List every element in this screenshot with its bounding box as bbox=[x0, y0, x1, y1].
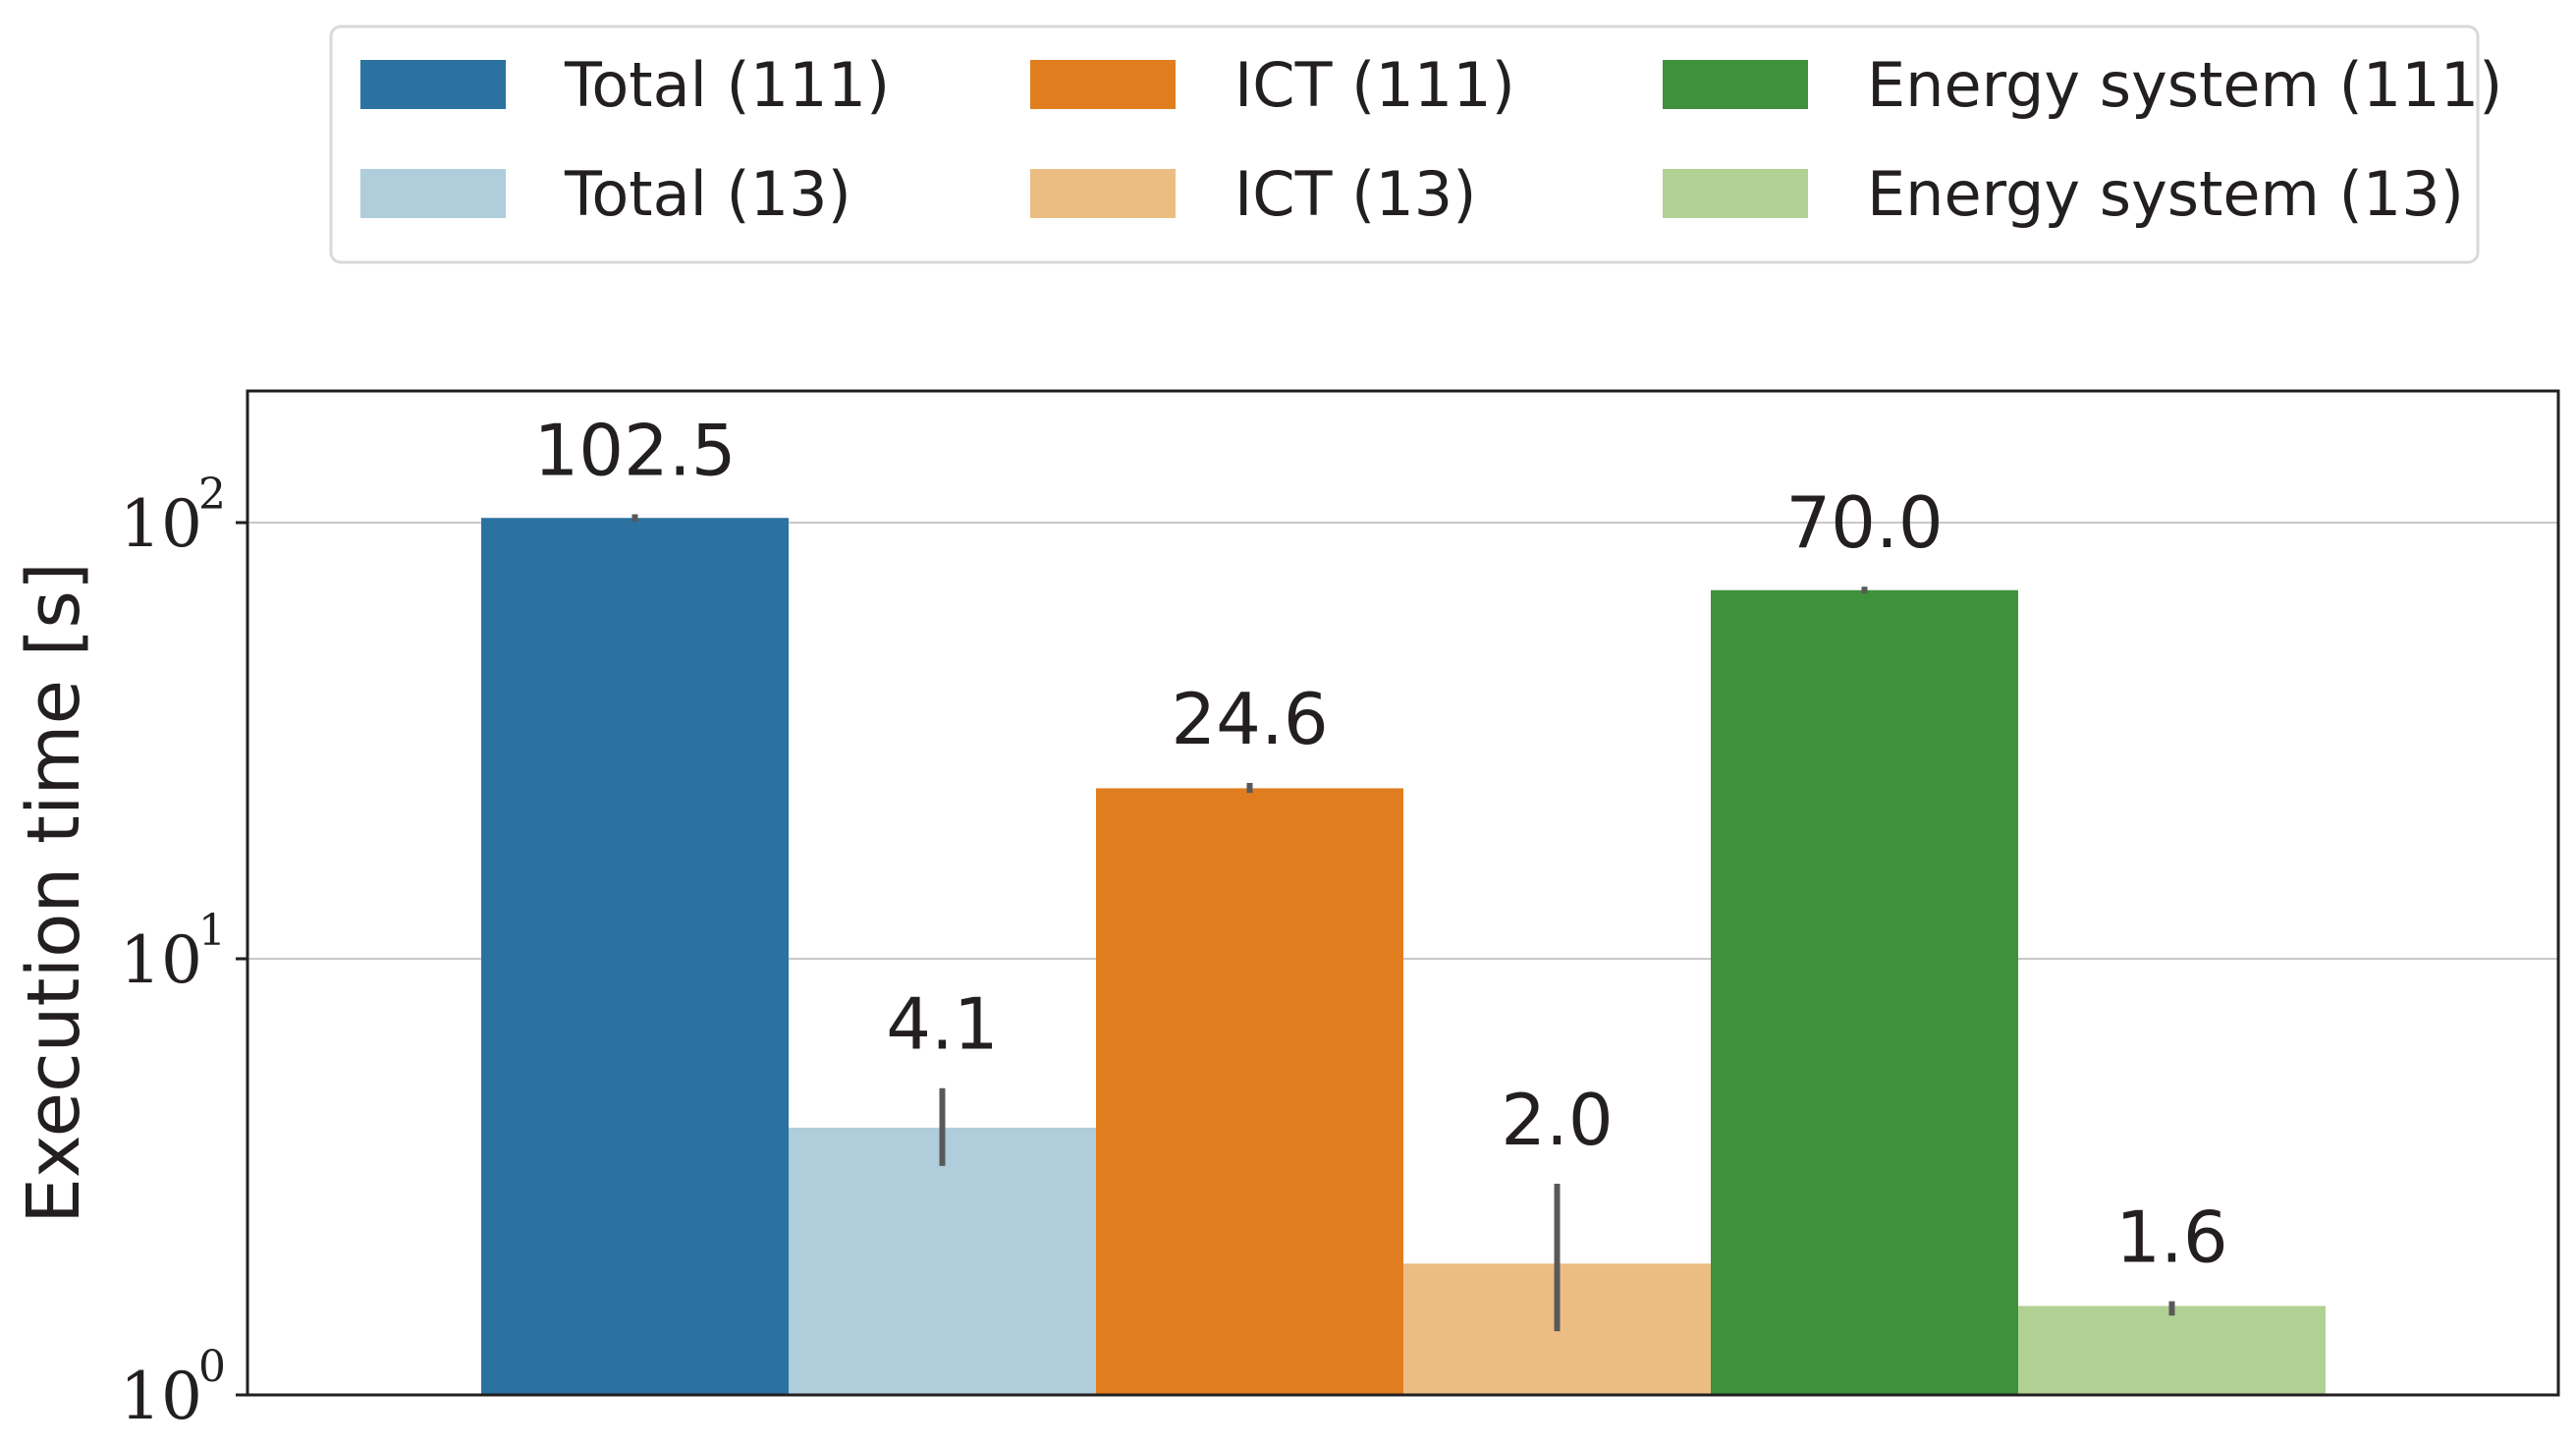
legend-swatch bbox=[1030, 169, 1176, 218]
data-label: 70.0 bbox=[1785, 481, 1943, 564]
legend-label: Energy system (13) bbox=[1867, 158, 2464, 230]
legend-label: Total (13) bbox=[564, 158, 851, 230]
bar bbox=[1096, 788, 1403, 1395]
legend-label: Energy system (111) bbox=[1867, 49, 2502, 121]
y-tick-label: 10 bbox=[120, 486, 202, 562]
bar bbox=[1711, 589, 2018, 1395]
legend-label: Total (111) bbox=[564, 49, 890, 121]
legend-swatch bbox=[1663, 169, 1808, 218]
bar bbox=[2018, 1306, 2326, 1395]
y-axis-title: Execution time [s] bbox=[12, 562, 96, 1224]
y-tick-exponent: 1 bbox=[198, 906, 226, 956]
data-label: 4.1 bbox=[886, 983, 999, 1066]
legend: Total (111) ICT (111) Energy system (111) T… bbox=[360, 49, 2502, 230]
bar bbox=[481, 518, 789, 1395]
value-labels: 102.5 4.1 24.6 2.0 70.0 1.6 bbox=[533, 410, 2227, 1279]
legend-swatch bbox=[360, 60, 506, 109]
y-tick-label: 10 bbox=[120, 1359, 202, 1434]
y-tick-exponent: 0 bbox=[198, 1342, 226, 1392]
data-label: 2.0 bbox=[1501, 1079, 1614, 1161]
data-label: 24.6 bbox=[1171, 678, 1328, 760]
data-label: 1.6 bbox=[2115, 1197, 2228, 1279]
legend-swatch bbox=[1030, 60, 1176, 109]
error-bars bbox=[631, 514, 2175, 1332]
y-tick-label: 10 bbox=[120, 922, 202, 998]
bars bbox=[481, 518, 2326, 1395]
bar bbox=[789, 1127, 1096, 1395]
y-tick-exponent: 2 bbox=[198, 470, 226, 520]
legend-swatch bbox=[1663, 60, 1808, 109]
data-label: 102.5 bbox=[533, 410, 736, 492]
legend-swatch bbox=[360, 169, 506, 218]
legend-label: ICT (111) bbox=[1234, 49, 1515, 121]
legend-label: ICT (13) bbox=[1234, 158, 1476, 230]
plot-frame bbox=[246, 389, 2560, 1397]
legend-box bbox=[329, 25, 2480, 264]
